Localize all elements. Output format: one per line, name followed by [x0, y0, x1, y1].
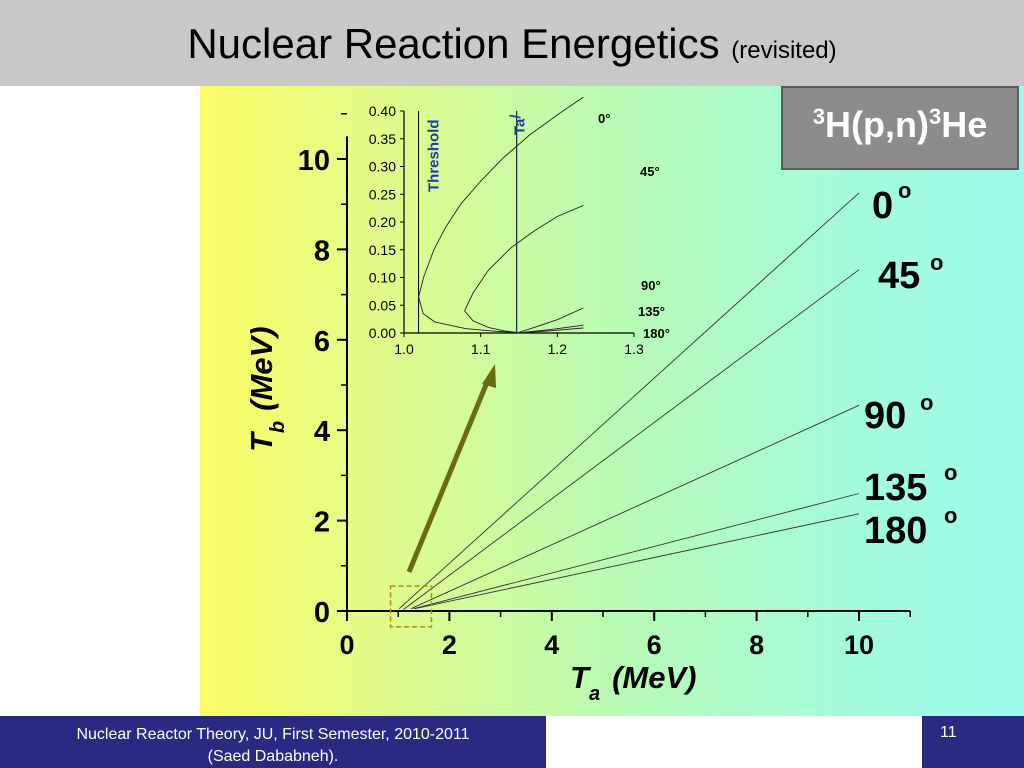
title-text: Nuclear Reaction Energetics: [187, 20, 720, 67]
y-tick-label: 8: [314, 235, 330, 267]
series-label-135: 135: [864, 467, 927, 509]
inset-y-tick-label: 0.15: [369, 242, 396, 258]
inset-curve-45: [464, 204, 584, 311]
reaction-post: He: [941, 104, 988, 145]
y-tick-label: 10: [298, 145, 330, 177]
inset-y-tick-label: 0.10: [369, 270, 396, 286]
inset-y-tick-label: 0.00: [369, 325, 396, 341]
inset-curve-label-135: 135°: [638, 304, 665, 319]
inset-curve-label-0: 0°: [598, 111, 610, 126]
inset-curve-90: [516, 307, 584, 334]
inset-y-tick-label: 0.40: [369, 103, 396, 119]
reaction-mid-sup: 3: [928, 104, 942, 129]
series-label-45: 45: [878, 255, 920, 297]
inset-curve-label-90: 90°: [641, 278, 661, 293]
x-tick-label: 2: [442, 630, 457, 660]
y-tick-label: 0: [314, 597, 330, 629]
series-label-90: 90: [864, 395, 906, 437]
inset-curve-45-lower: [464, 310, 517, 333]
series-label-180: 180: [864, 510, 927, 552]
series-line-180: [414, 513, 860, 610]
inset-x-tick-label: 1.3: [624, 341, 644, 357]
y-tick-label: 4: [314, 416, 330, 448]
x-axis-label: Ta (MeV): [570, 660, 696, 705]
x-tick-label: 6: [647, 630, 662, 660]
zoom-region-box: [389, 585, 433, 628]
footer-course-line1: Nuclear Reactor Theory, JU, First Semest…: [76, 726, 470, 743]
degree-mark: o: [944, 460, 957, 485]
inset-curve-label-45: 45°: [640, 164, 660, 179]
y-tick-label: 6: [314, 326, 330, 358]
footer-page-number: 11: [922, 716, 1024, 768]
reaction-pre-sup: 3: [812, 104, 825, 129]
inset-y-tick-label: 0.20: [369, 214, 396, 230]
y-tick-label: 2: [314, 507, 330, 539]
y-axis-label: Tb(MeV): [244, 326, 289, 452]
page-number: 11: [940, 724, 957, 741]
x-tick-label: 4: [544, 630, 559, 660]
series-line-135: [413, 493, 860, 610]
series-line-45: [403, 269, 860, 610]
degree-mark: o: [898, 178, 911, 203]
inset-y-tick-label: 0.25: [369, 186, 396, 202]
degree-mark: o: [920, 390, 933, 415]
series-line-90: [410, 404, 860, 610]
inset-vline-label-1: Ta/: [508, 114, 529, 135]
series-line-0: [398, 192, 860, 610]
inset-curve-180: [516, 327, 584, 334]
zoom-arrow-shaft: [406, 379, 491, 573]
inset-x-tick-label: 1.1: [471, 341, 491, 357]
inset-x-tick-label: 1.2: [548, 341, 568, 357]
inset-curve-label-180: 180°: [643, 326, 670, 341]
degree-mark: o: [944, 503, 957, 528]
reaction-box: 3H(p,n)3He: [781, 86, 1019, 170]
zoom-arrow-head: [482, 364, 496, 388]
reaction-label: 3H(p,n)3He: [783, 104, 1017, 146]
inset-curve-0: [418, 96, 584, 298]
x-tick-label: 10: [844, 630, 874, 660]
inset-curve-0-lower: [418, 296, 517, 333]
inset-x-tick-label: 1.0: [394, 341, 414, 357]
title-bar: [0, 0, 1024, 86]
degree-mark: o: [930, 250, 943, 275]
x-tick-label: 0: [339, 630, 354, 660]
reaction-pre: H(p,n): [825, 104, 929, 145]
inset-y-tick-label: 0.05: [369, 297, 396, 313]
title-subtitle: (revisited): [731, 37, 837, 64]
inset-y-tick-label: 0.30: [369, 159, 396, 175]
x-tick-label: 8: [749, 630, 764, 660]
page-title: Nuclear Reaction Energetics (revisited): [0, 20, 1024, 68]
series-label-0: 0: [872, 185, 893, 227]
footer-course: Nuclear Reactor Theory, JU, First Semest…: [0, 716, 546, 768]
inset-vline-label-0: Threshold: [426, 119, 443, 192]
footer-spacer: [546, 716, 922, 768]
footer-course-line2: (Saed Dababneh).: [207, 748, 339, 765]
inset-y-tick-label: 0.35: [369, 131, 396, 147]
